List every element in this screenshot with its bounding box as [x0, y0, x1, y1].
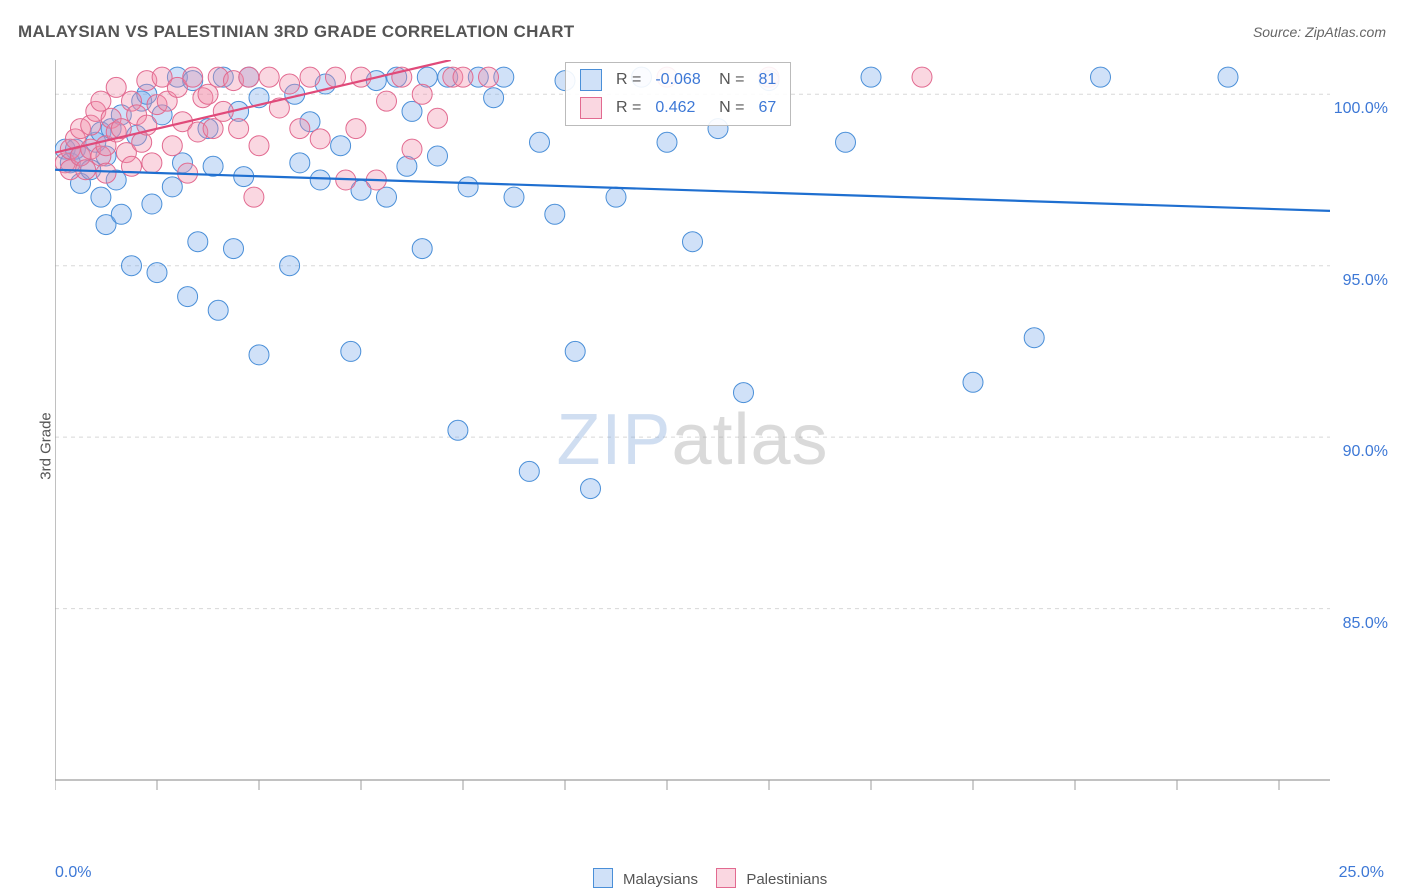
y-axis-label: 3rd Grade — [37, 412, 54, 480]
y-tick-label: 85.0% — [1343, 615, 1388, 633]
legend-swatch-palestinians — [716, 868, 736, 888]
correlation-stats-box: R = -0.068 N = 81 R = 0.462 N = 67 — [565, 62, 791, 126]
stats-table: R = -0.068 N = 81 R = 0.462 N = 67 — [572, 65, 784, 123]
bottom-legend: Malaysians Palestinians — [0, 868, 1406, 888]
legend-label-palestinians: Palestinians — [746, 871, 827, 888]
stats-swatch-palestinians — [580, 97, 602, 119]
stats-swatch-malaysians — [580, 69, 602, 91]
y-tick-label: 95.0% — [1343, 272, 1388, 290]
plot-svg — [55, 60, 1330, 820]
stats-n-value-0: 81 — [753, 67, 783, 93]
stats-n-value-1: 67 — [753, 95, 783, 121]
legend-swatch-malaysians — [593, 868, 613, 888]
stats-r-label: R = — [610, 67, 647, 93]
stats-row-malaysians: R = -0.068 N = 81 — [574, 67, 782, 93]
stats-n-label: N = — [709, 67, 751, 93]
source-attribution: Source: ZipAtlas.com — [1253, 24, 1386, 40]
stats-r-label: R = — [610, 95, 647, 121]
stats-r-value-0: -0.068 — [649, 67, 706, 93]
y-tick-label: 90.0% — [1343, 443, 1388, 461]
legend-label-malaysians: Malaysians — [623, 871, 698, 888]
stats-n-label: N = — [709, 95, 751, 121]
y-tick-label: 100.0% — [1334, 100, 1388, 118]
plot-area: ZIPatlas — [55, 60, 1330, 820]
chart-container: MALAYSIAN VS PALESTINIAN 3RD GRADE CORRE… — [0, 0, 1406, 892]
chart-title: MALAYSIAN VS PALESTINIAN 3RD GRADE CORRE… — [18, 22, 574, 42]
stats-row-palestinians: R = 0.462 N = 67 — [574, 95, 782, 121]
stats-r-value-1: 0.462 — [649, 95, 706, 121]
